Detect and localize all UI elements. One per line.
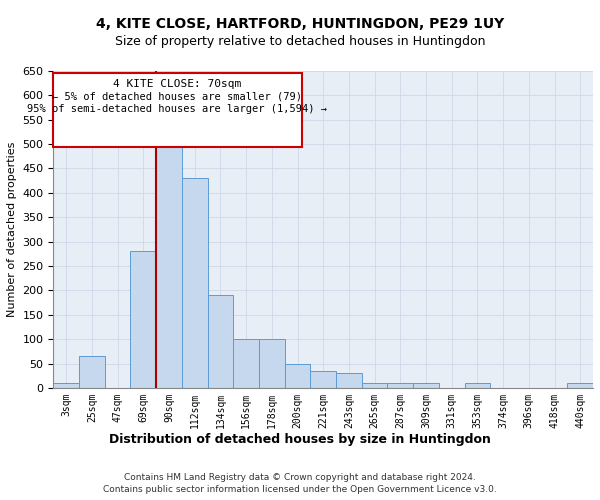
Bar bbox=[336, 374, 362, 388]
Text: Contains HM Land Registry data © Crown copyright and database right 2024.: Contains HM Land Registry data © Crown c… bbox=[124, 472, 476, 482]
Text: 4, KITE CLOSE, HARTFORD, HUNTINGDON, PE29 1UY: 4, KITE CLOSE, HARTFORD, HUNTINGDON, PE2… bbox=[96, 18, 504, 32]
Bar bbox=[233, 339, 259, 388]
Bar bbox=[284, 364, 310, 388]
Bar bbox=[413, 383, 439, 388]
Text: Distribution of detached houses by size in Huntingdon: Distribution of detached houses by size … bbox=[109, 432, 491, 446]
Bar bbox=[182, 178, 208, 388]
Y-axis label: Number of detached properties: Number of detached properties bbox=[7, 142, 17, 317]
Bar bbox=[259, 339, 284, 388]
Text: 95% of semi-detached houses are larger (1,594) →: 95% of semi-detached houses are larger (… bbox=[28, 104, 328, 114]
FancyBboxPatch shape bbox=[53, 72, 302, 147]
Text: 4 KITE CLOSE: 70sqm: 4 KITE CLOSE: 70sqm bbox=[113, 79, 242, 89]
Bar bbox=[208, 296, 233, 388]
Bar bbox=[568, 383, 593, 388]
Bar bbox=[79, 356, 105, 388]
Bar bbox=[53, 383, 79, 388]
Bar bbox=[464, 383, 490, 388]
Bar bbox=[156, 134, 182, 388]
Text: Contains public sector information licensed under the Open Government Licence v3: Contains public sector information licen… bbox=[103, 485, 497, 494]
Text: Size of property relative to detached houses in Huntingdon: Size of property relative to detached ho… bbox=[115, 35, 485, 48]
Bar bbox=[388, 383, 413, 388]
Text: ← 5% of detached houses are smaller (79): ← 5% of detached houses are smaller (79) bbox=[52, 92, 302, 102]
Bar bbox=[130, 252, 156, 388]
Bar bbox=[362, 383, 388, 388]
Bar bbox=[310, 371, 336, 388]
